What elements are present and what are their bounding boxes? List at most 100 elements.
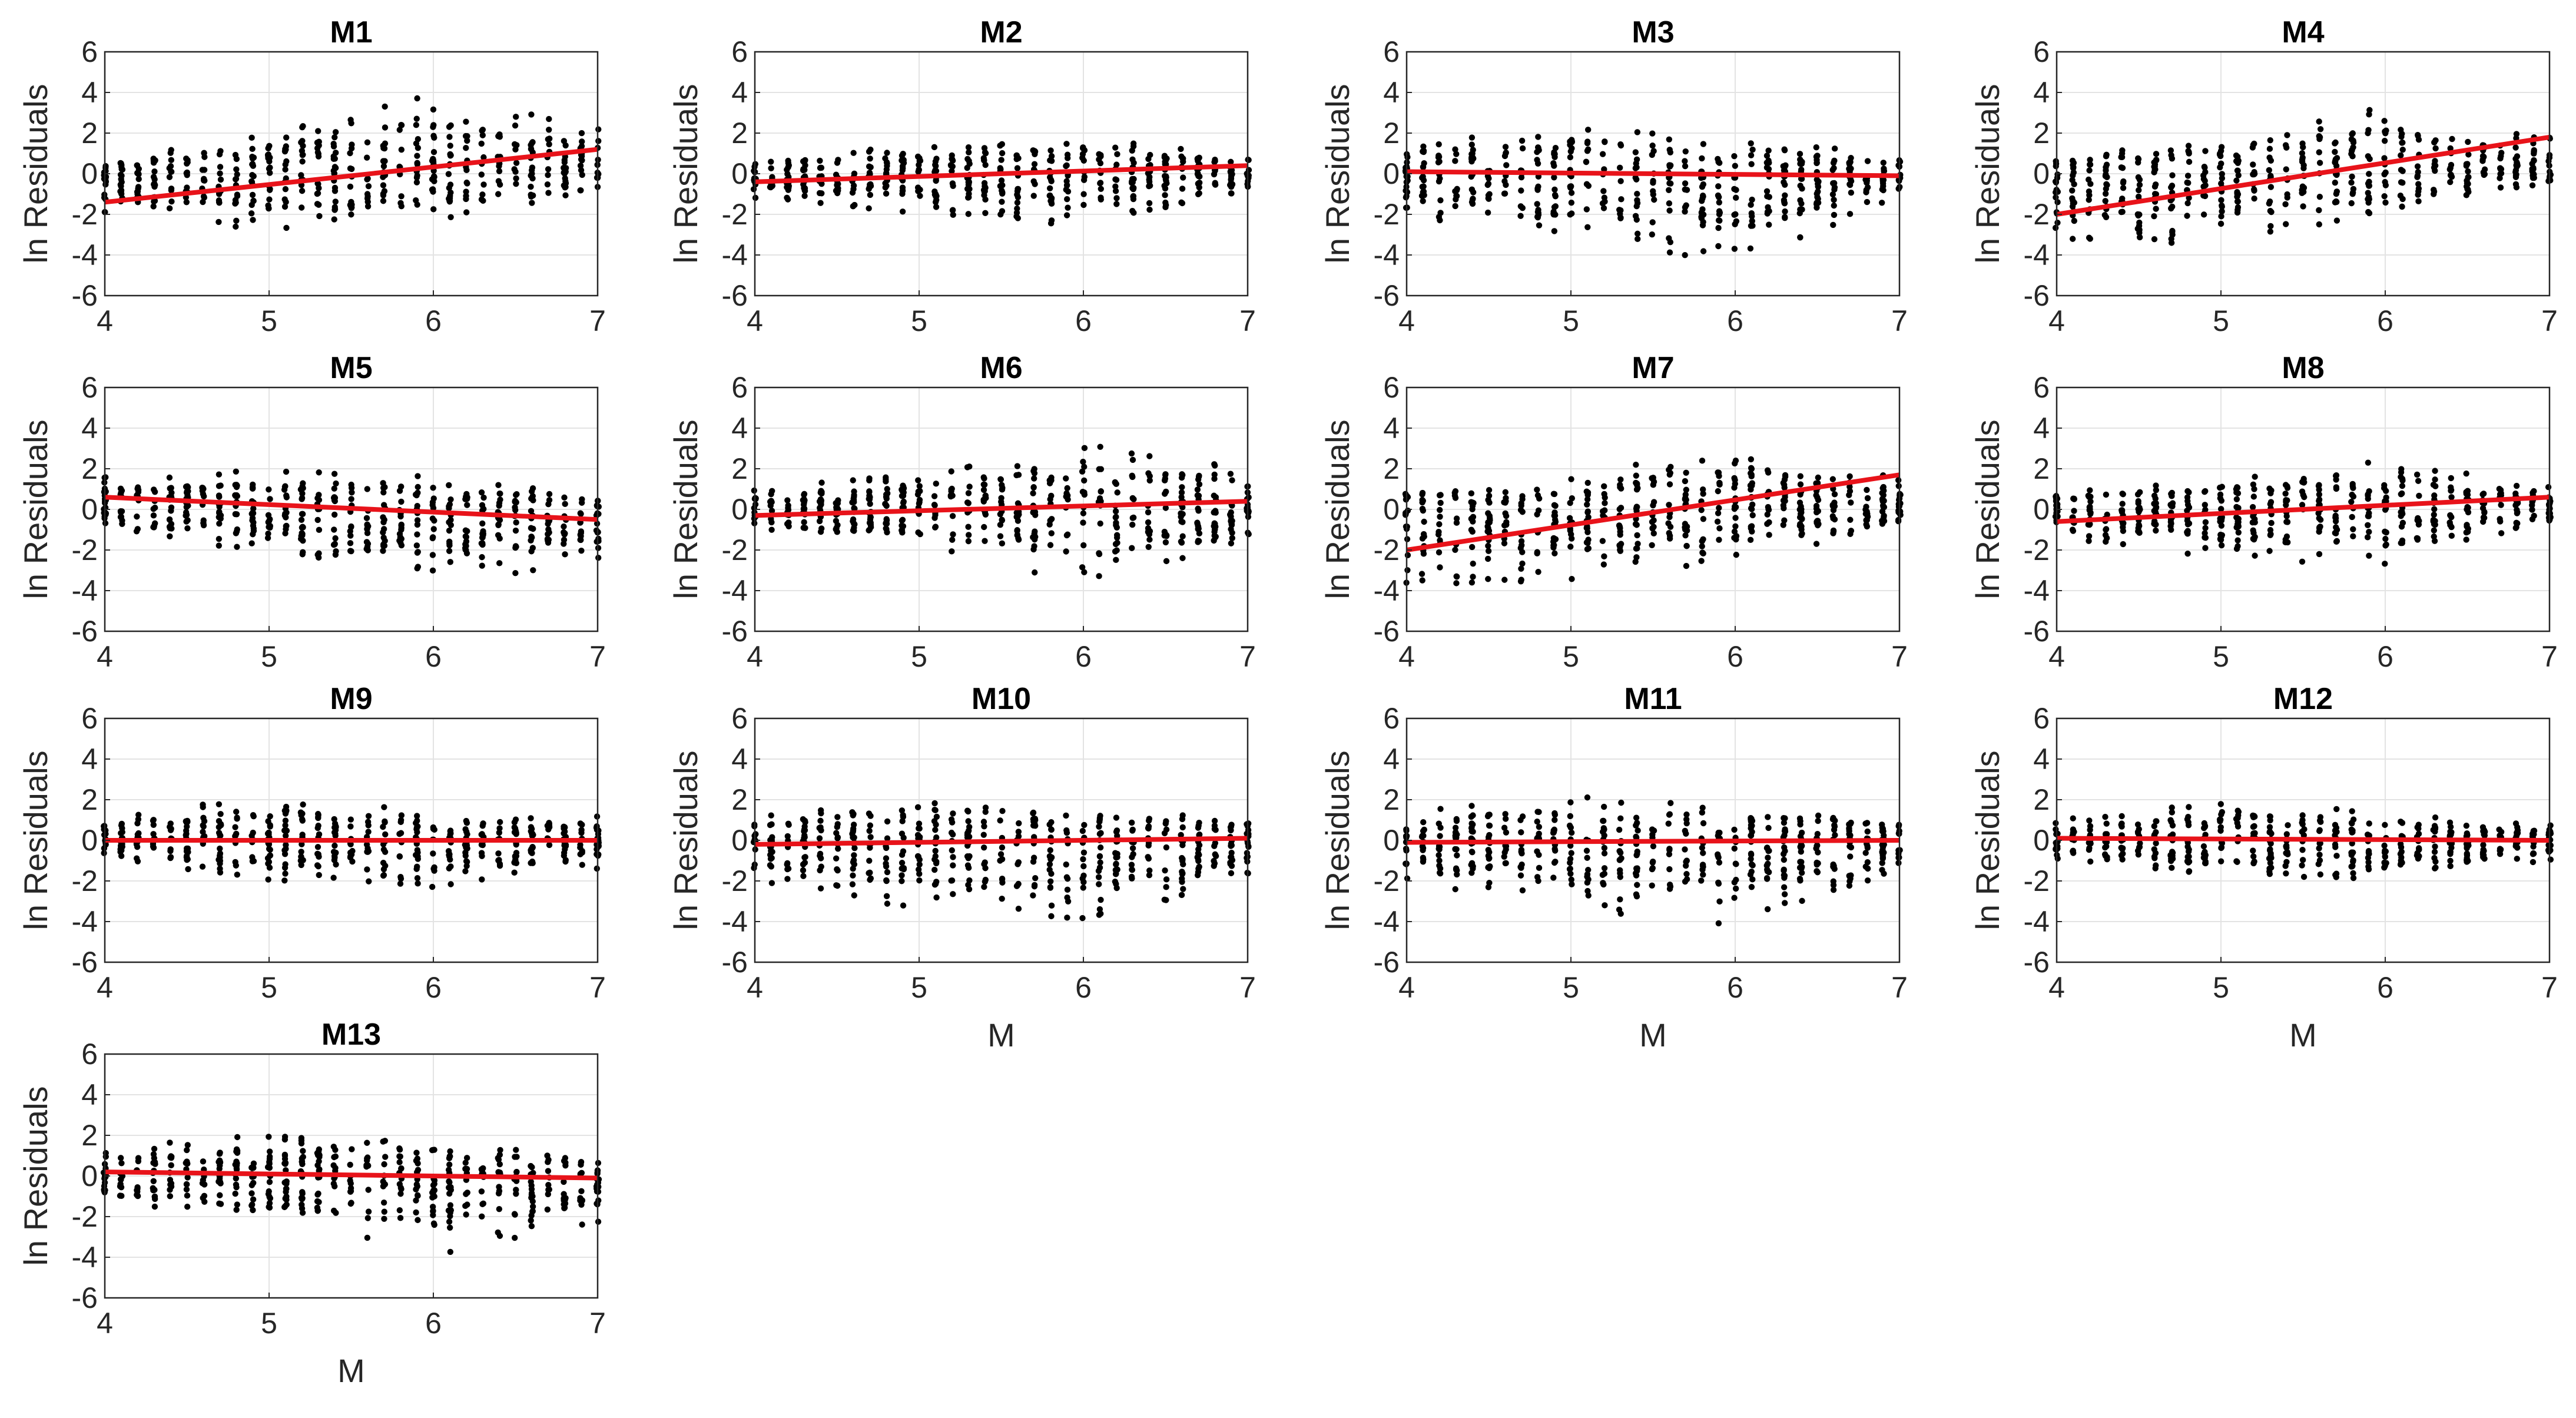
data-point [300, 480, 306, 486]
data-point [366, 878, 372, 884]
data-point [528, 525, 535, 531]
data-point [1616, 522, 1623, 529]
data-point [2365, 208, 2372, 216]
data-point [999, 182, 1006, 188]
data-point [1650, 499, 1657, 505]
data-point [767, 498, 774, 505]
data-point [234, 171, 240, 178]
data-point [966, 483, 973, 490]
data-point [899, 492, 906, 499]
y-tick-label: 2 [731, 452, 748, 485]
data-point [1699, 538, 1705, 545]
data-point [2234, 198, 2242, 205]
data-point [997, 211, 1004, 218]
data-point [1846, 165, 1852, 172]
data-point [446, 184, 452, 191]
data-point [331, 526, 337, 533]
data-point [118, 820, 125, 827]
data-point [1196, 472, 1202, 479]
data-point [1765, 147, 1772, 154]
data-point [1145, 519, 1152, 526]
data-point [1453, 574, 1460, 580]
data-point [479, 541, 486, 548]
data-point [1485, 576, 1491, 582]
data-point [2348, 499, 2355, 505]
data-point [249, 858, 256, 864]
data-point [2349, 173, 2355, 180]
data-point [1602, 500, 1608, 506]
y-tick-label: -4 [1374, 574, 1400, 607]
data-point [511, 141, 518, 148]
data-point [135, 175, 142, 183]
data-point [413, 826, 420, 833]
data-point [249, 145, 256, 152]
data-point [997, 166, 1004, 173]
data-point [1716, 525, 1723, 532]
data-point [331, 842, 338, 849]
data-point [1534, 160, 1541, 167]
data-point [1829, 191, 1836, 198]
data-point [1732, 523, 1739, 529]
x-tick-label: 7 [1239, 640, 1256, 673]
data-point [2350, 144, 2356, 151]
data-point [980, 486, 987, 493]
data-point [265, 531, 271, 537]
data-point [2153, 151, 2160, 157]
data-point [999, 540, 1006, 547]
data-point [464, 494, 470, 501]
data-point [1863, 187, 1869, 193]
y-tick-label: -6 [2024, 615, 2050, 648]
data-point [1798, 175, 1805, 183]
data-point [1016, 820, 1022, 827]
data-point [1649, 525, 1656, 532]
data-point [2381, 118, 2388, 124]
data-point [579, 157, 585, 164]
data-point [150, 524, 157, 531]
data-point [1815, 196, 1821, 202]
data-point [495, 191, 502, 197]
data-point [1616, 506, 1623, 512]
data-point [2070, 528, 2077, 534]
data-point [298, 516, 305, 524]
data-point [866, 475, 873, 482]
data-point [314, 495, 321, 502]
data-point [528, 193, 535, 200]
data-point [1535, 211, 1542, 218]
y-tick-label: 0 [81, 493, 98, 526]
data-point [1667, 470, 1674, 476]
x-tick-label: 4 [97, 640, 113, 673]
data-point [414, 847, 421, 853]
data-point [1195, 191, 1202, 198]
data-point [1847, 516, 1854, 523]
data-point [579, 862, 585, 868]
data-point [299, 524, 306, 531]
data-point [1015, 829, 1022, 835]
data-point [347, 532, 354, 539]
data-point [1080, 884, 1086, 891]
data-point [965, 864, 972, 871]
data-point [364, 866, 370, 873]
data-point [1651, 196, 1657, 203]
data-point [1146, 453, 1153, 459]
data-point [1683, 562, 1690, 569]
data-point [216, 198, 223, 206]
data-point [134, 485, 141, 492]
data-point [544, 536, 551, 542]
data-point [2365, 153, 2372, 160]
data-point [1749, 196, 1755, 203]
data-point [818, 479, 825, 486]
data-point [1633, 164, 1640, 171]
data-point [784, 194, 790, 201]
data-point [380, 174, 386, 180]
data-point [217, 164, 224, 170]
data-point [545, 172, 551, 178]
data-point [2152, 181, 2159, 188]
data-point [380, 163, 387, 170]
fit-line [2056, 134, 2550, 217]
data-point [315, 851, 321, 857]
data-point [1420, 183, 1427, 190]
data-point [430, 155, 436, 163]
data-point [250, 510, 257, 516]
data-point [2086, 197, 2092, 203]
